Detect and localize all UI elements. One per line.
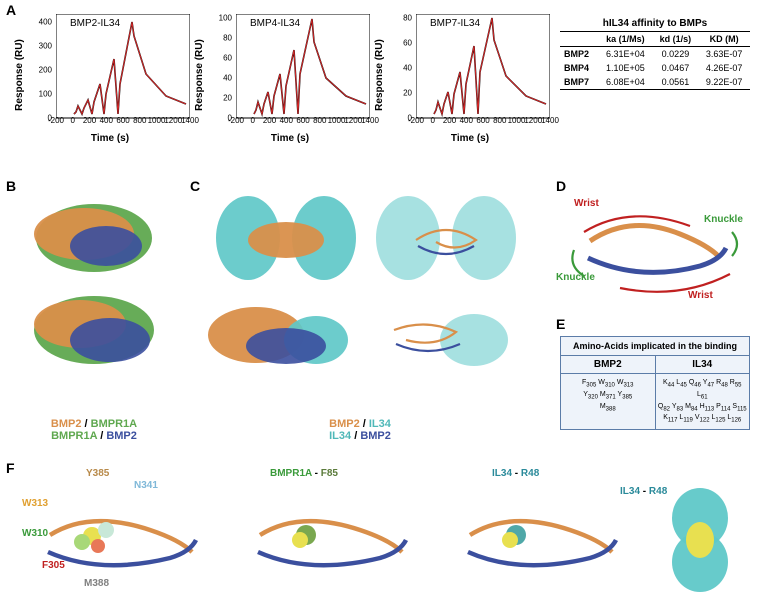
ytick: 200 bbox=[28, 66, 52, 75]
table-row: BMP41.10E+050.04674.26E-07 bbox=[560, 61, 750, 75]
cap: IL34 bbox=[329, 430, 351, 442]
table-cell: 9.22E-07 bbox=[698, 75, 750, 90]
table-header: ka (1/Ms) bbox=[598, 32, 652, 47]
knuckle-label-2: Knuckle bbox=[556, 272, 595, 283]
structure-d bbox=[560, 196, 750, 306]
table-cell: 0.0561 bbox=[653, 75, 699, 90]
table-row: BMP76.08E+040.05619.22E-07 bbox=[560, 75, 750, 90]
res-n341: N341 bbox=[134, 480, 158, 491]
cap: BMP2 bbox=[360, 430, 391, 442]
res-il34-r48-surf: IL34 - R48 bbox=[620, 486, 667, 497]
cap-bmpr1a2: BMPR1A bbox=[51, 430, 97, 442]
table-cell: BMP7 bbox=[560, 75, 598, 90]
table-cell: 3.63E-07 bbox=[698, 47, 750, 62]
aa-table: Amino-Acids implicated in the binding BM… bbox=[560, 336, 750, 430]
structure-b bbox=[24, 190, 164, 420]
affinity-table-body: ka (1/Ms)kd (1/s)KD (M) BMP26.31E+040.02… bbox=[560, 31, 750, 90]
res-il34-r48: IL34 - R48 bbox=[492, 468, 539, 479]
chart-svg bbox=[416, 14, 550, 122]
knuckle-label: Knuckle bbox=[704, 214, 743, 225]
ytick: 300 bbox=[28, 42, 52, 51]
res-w313: W313 bbox=[22, 498, 48, 509]
cap-bmpr1a: BMPR1A bbox=[91, 418, 137, 430]
affinity-table: hIL34 affinity to BMPs ka (1/Ms)kd (1/s)… bbox=[560, 18, 750, 90]
chart-svg bbox=[236, 14, 370, 122]
wrist-label-2: Wrist bbox=[688, 290, 713, 301]
aa-cell: F305 W310 W313Y320 M371 Y385M388 bbox=[561, 374, 656, 429]
ytick: 40 bbox=[388, 64, 412, 73]
table-cell: 0.0467 bbox=[653, 61, 699, 75]
panel-e-label: E bbox=[556, 316, 565, 332]
ytick: 60 bbox=[208, 54, 232, 63]
chart-svg bbox=[56, 14, 190, 122]
chart-ylabel: Response (RU) bbox=[374, 39, 385, 111]
table-row: BMP26.31E+040.02293.63E-07 bbox=[560, 47, 750, 62]
res-m388: M388 bbox=[84, 578, 109, 589]
aa-col-il34: IL34 bbox=[656, 356, 750, 374]
table-cell: 1.10E+05 bbox=[598, 61, 652, 75]
ytick: 60 bbox=[388, 39, 412, 48]
table-cell: 0.0229 bbox=[653, 47, 699, 62]
ytick: 80 bbox=[208, 34, 232, 43]
chart-ylabel: Response (RU) bbox=[194, 39, 205, 111]
res-f305: F305 bbox=[42, 560, 65, 571]
panel-f-label: F bbox=[6, 460, 15, 476]
ytick: 100 bbox=[28, 90, 52, 99]
table-cell: 6.31E+04 bbox=[598, 47, 652, 62]
ytick: 400 bbox=[28, 18, 52, 27]
ytick: 40 bbox=[208, 74, 232, 83]
table-cell: BMP4 bbox=[560, 61, 598, 75]
aa-col-bmp2: BMP2 bbox=[561, 356, 656, 374]
panel-c-label: C bbox=[190, 178, 200, 194]
res-w310: W310 bbox=[22, 528, 48, 539]
caption-b: BMP2 / BMPR1A BMPR1A / BMP2 bbox=[24, 418, 164, 442]
caption-c: BMP2 / IL34 IL34 / BMP2 bbox=[240, 418, 480, 442]
cap: BMP2 bbox=[329, 418, 360, 430]
table-header bbox=[560, 32, 598, 47]
ytick: 20 bbox=[208, 94, 232, 103]
res-bmpr1a-f85: BMPR1A - F85 bbox=[270, 468, 338, 479]
panel-a-label: A bbox=[6, 2, 16, 18]
wrist-label: Wrist bbox=[574, 198, 599, 209]
res-y385: Y385 bbox=[86, 468, 109, 479]
ytick: 80 bbox=[388, 14, 412, 23]
table-header: kd (1/s) bbox=[653, 32, 699, 47]
table-header: KD (M) bbox=[698, 32, 750, 47]
cap-bmp2b: BMP2 bbox=[106, 430, 137, 442]
chart-ylabel: Response (RU) bbox=[14, 39, 25, 111]
ytick: 100 bbox=[208, 14, 232, 23]
ytick: 20 bbox=[388, 89, 412, 98]
panel-b-label: B bbox=[6, 178, 16, 194]
structure-c bbox=[206, 190, 526, 420]
panel-d-label: D bbox=[556, 178, 566, 194]
aa-cell: K44 L45 Q46 Y47 R48 R55 L61Q82 Y83 M84 H… bbox=[656, 374, 750, 429]
table-cell: 4.26E-07 bbox=[698, 61, 750, 75]
cap: IL34 bbox=[369, 418, 391, 430]
cap-bmp2: BMP2 bbox=[51, 418, 82, 430]
aa-title: Amino-Acids implicated in the binding bbox=[561, 337, 749, 356]
structure-f bbox=[20, 480, 750, 605]
table-cell: BMP2 bbox=[560, 47, 598, 62]
affinity-title: hIL34 affinity to BMPs bbox=[560, 18, 750, 29]
table-cell: 6.08E+04 bbox=[598, 75, 652, 90]
